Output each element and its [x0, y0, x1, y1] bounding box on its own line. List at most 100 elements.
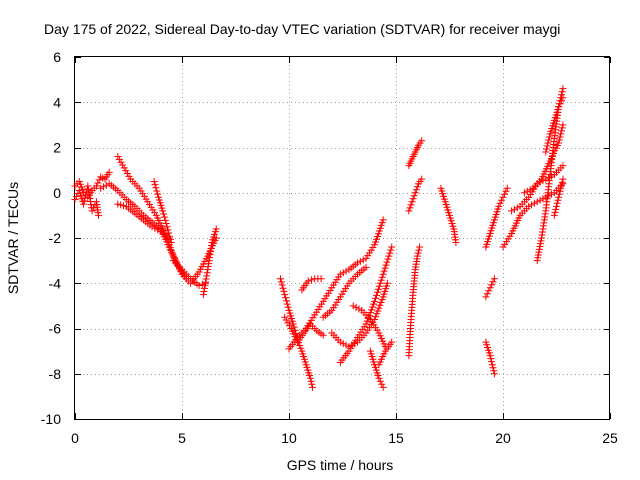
- data-point: [166, 232, 174, 240]
- data-point: [520, 189, 528, 197]
- data-point: [409, 195, 417, 203]
- data-point: [556, 100, 564, 108]
- data-point: [413, 252, 421, 260]
- data-point: [388, 338, 396, 346]
- data-point: [339, 269, 347, 277]
- data-point: [200, 287, 208, 295]
- data-point: [306, 374, 314, 382]
- data-point: [554, 196, 562, 204]
- data-point: [352, 303, 360, 311]
- data-point: [489, 278, 497, 286]
- data-point: [485, 287, 493, 295]
- data-point: [117, 201, 125, 209]
- data-point: [378, 273, 386, 281]
- data-point: [557, 97, 565, 105]
- data-point: [526, 186, 534, 194]
- data-point: [80, 197, 88, 205]
- data-point: [558, 88, 566, 96]
- data-point: [152, 184, 160, 192]
- data-point: [307, 276, 315, 284]
- data-point: [90, 204, 98, 212]
- data-point: [280, 287, 288, 295]
- data-point: [95, 176, 103, 184]
- data-point: [161, 216, 169, 224]
- data-point: [154, 190, 162, 198]
- data-point: [282, 294, 290, 302]
- data-point: [336, 338, 344, 346]
- data-point: [371, 297, 379, 305]
- data-point: [558, 178, 566, 186]
- data-point: [555, 193, 563, 201]
- data-point: [378, 380, 386, 388]
- data-series-s17: [366, 347, 387, 391]
- data-point: [203, 272, 211, 280]
- data-point: [342, 267, 350, 275]
- data-point: [355, 305, 363, 313]
- data-point: [498, 196, 506, 204]
- data-series-s11: [285, 216, 387, 353]
- data-series-s5: [114, 200, 173, 242]
- data-point: [304, 277, 312, 285]
- data-point: [410, 192, 418, 200]
- data-point: [199, 291, 207, 299]
- data-point: [160, 213, 168, 221]
- data-point: [148, 223, 156, 231]
- data-series-s18: [375, 338, 396, 369]
- data-point: [530, 199, 538, 207]
- data-point: [388, 243, 396, 251]
- data-point: [495, 202, 503, 210]
- data-series-s16: [349, 302, 389, 351]
- data-point: [555, 139, 563, 147]
- data-point: [408, 198, 416, 206]
- data-point: [488, 361, 496, 369]
- data-point: [95, 211, 103, 219]
- data-point: [154, 226, 162, 234]
- data-series-s15: [336, 243, 396, 366]
- data-point: [407, 201, 415, 209]
- data-point: [490, 367, 498, 375]
- data-point: [556, 187, 564, 195]
- data-point: [555, 190, 563, 198]
- data-point: [544, 139, 552, 147]
- data-point: [379, 383, 387, 391]
- data-point: [195, 282, 203, 290]
- y-tick-label: -2: [49, 230, 62, 246]
- data-point: [533, 198, 541, 206]
- data-point: [100, 183, 108, 191]
- data-point: [151, 224, 159, 232]
- data-point: [559, 162, 567, 170]
- y-tick-label: -6: [49, 321, 62, 337]
- data-point: [558, 124, 566, 132]
- data-point: [548, 190, 556, 198]
- y-tick-label: -8: [49, 366, 62, 382]
- data-series-s25: [482, 338, 498, 378]
- data-point: [489, 364, 497, 372]
- data-point: [488, 358, 496, 366]
- data-point: [555, 103, 563, 111]
- data-point: [488, 281, 496, 289]
- data-point: [418, 137, 426, 145]
- data-point: [510, 205, 518, 213]
- x-axis-label: GPS time / hours: [287, 457, 394, 473]
- data-point: [353, 259, 361, 267]
- data-point: [356, 257, 364, 265]
- data-point: [277, 278, 285, 286]
- x-tick-label: 10: [281, 430, 297, 446]
- data-point: [383, 258, 391, 266]
- data-point: [412, 186, 420, 194]
- data-point: [284, 303, 292, 311]
- data-point: [200, 284, 208, 292]
- data-point: [559, 175, 567, 183]
- data-point: [289, 320, 297, 328]
- data-point: [336, 270, 344, 278]
- data-point: [72, 193, 80, 201]
- data-point: [548, 172, 556, 180]
- data-point: [163, 223, 171, 231]
- data-point: [281, 291, 289, 299]
- data-point: [92, 182, 100, 190]
- data-point: [160, 210, 168, 218]
- data-point: [552, 205, 560, 213]
- data-point: [307, 377, 315, 385]
- data-point: [482, 293, 490, 301]
